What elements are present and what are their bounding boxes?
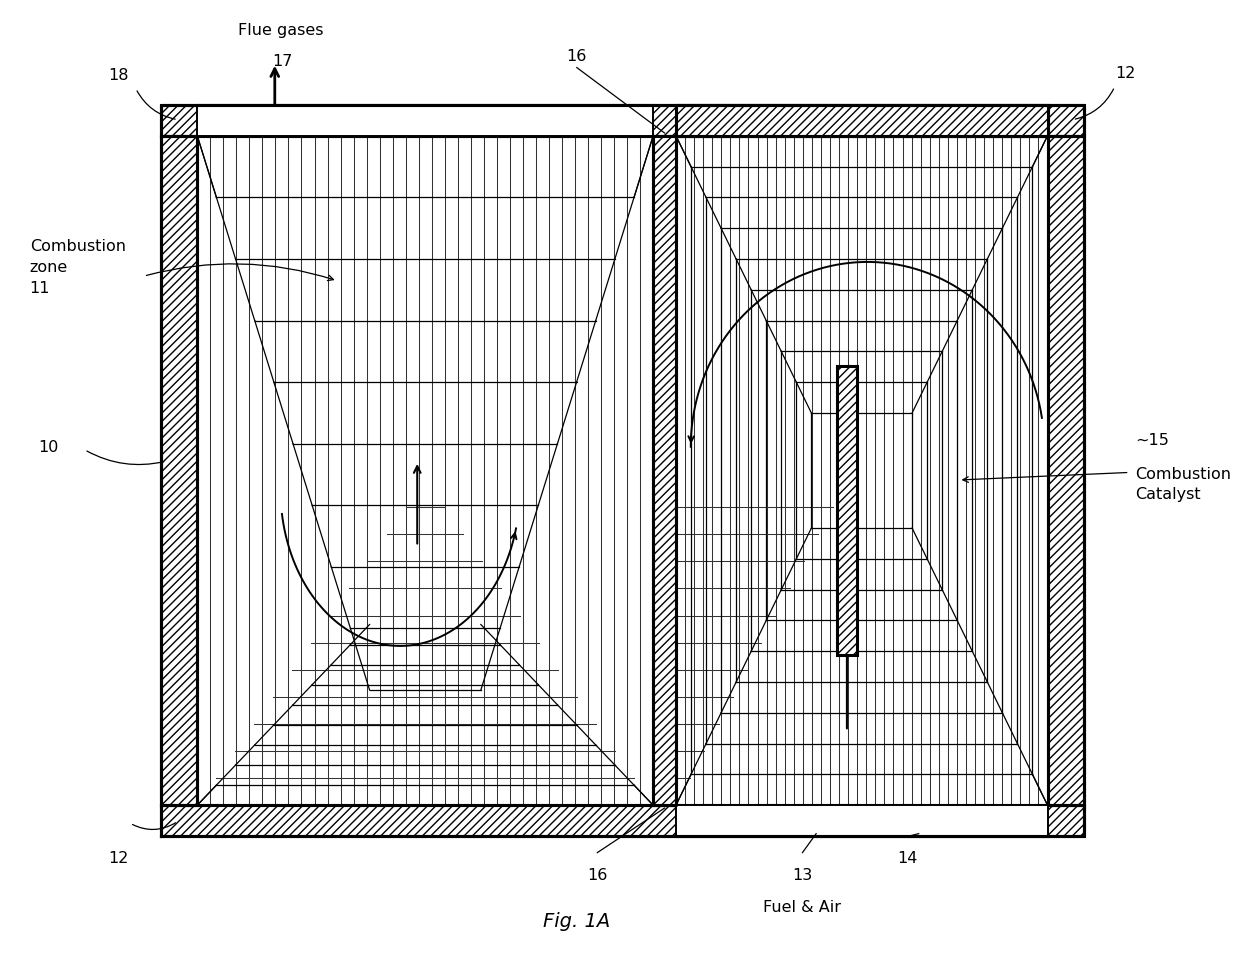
Text: Combustion
Catalyst: Combustion Catalyst: [1136, 466, 1231, 501]
Text: ~15: ~15: [1136, 432, 1169, 448]
Text: Combustion
zone
11: Combustion zone 11: [30, 239, 125, 296]
Bar: [161, 136, 197, 805]
Bar: [161, 805, 1084, 836]
Bar: [1048, 136, 1084, 805]
Bar: [161, 107, 1084, 136]
Bar: [197, 107, 653, 136]
Bar: [676, 805, 1048, 836]
Text: Fuel & Air: Fuel & Air: [764, 899, 842, 914]
Text: 10: 10: [38, 440, 58, 455]
Text: Flue gases: Flue gases: [238, 23, 324, 38]
Text: 16: 16: [567, 49, 587, 63]
Text: Fig. 1A: Fig. 1A: [543, 911, 610, 930]
Text: 18: 18: [108, 67, 129, 83]
Text: 17: 17: [273, 54, 293, 68]
Text: 16: 16: [587, 867, 608, 882]
Text: 14: 14: [897, 850, 918, 865]
Bar: [197, 136, 1048, 805]
Text: 13: 13: [792, 867, 812, 882]
Text: 12: 12: [1115, 66, 1135, 81]
Bar: [837, 367, 857, 655]
Bar: [676, 107, 1048, 136]
Bar: [653, 136, 676, 805]
Text: 12: 12: [108, 850, 129, 865]
